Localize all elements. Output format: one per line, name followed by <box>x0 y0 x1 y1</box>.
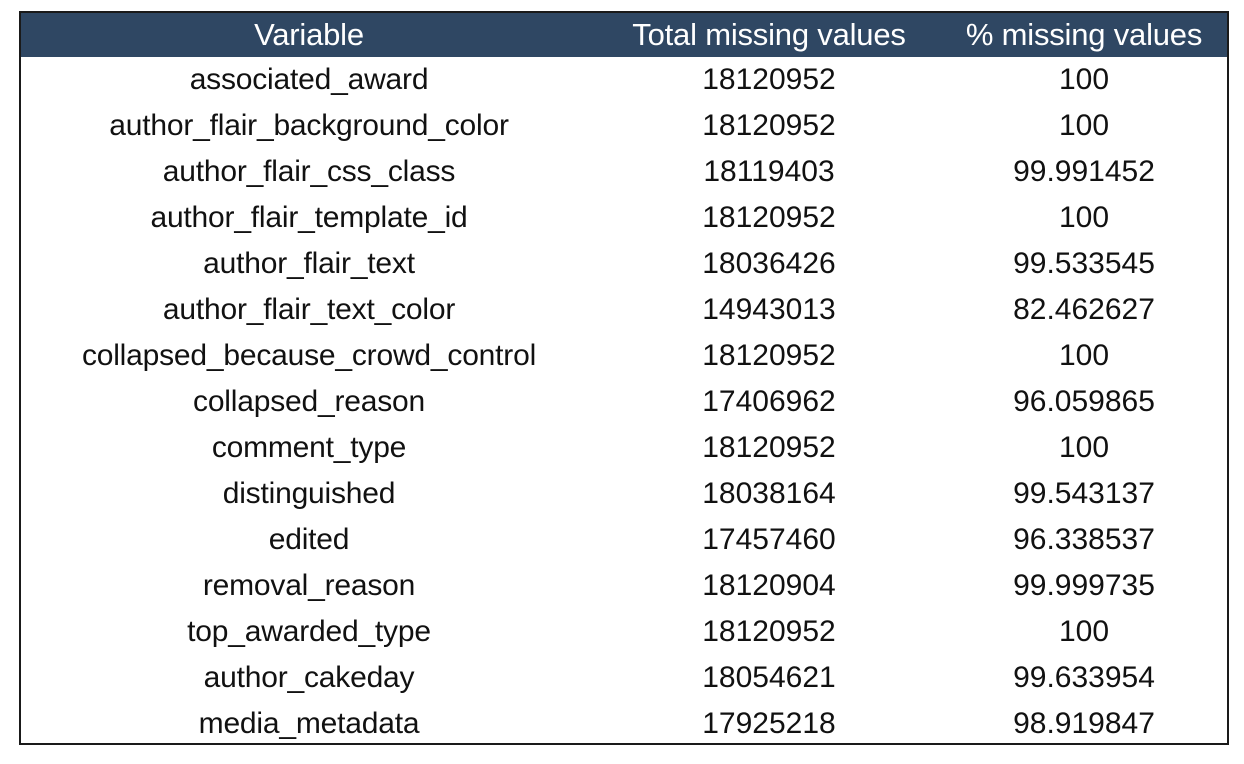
cell-pct-missing: 99.633954 <box>1013 661 1155 694</box>
cell-total-missing: 18119403 <box>703 155 835 188</box>
table-row: top_awarded_type 18120952 100 <box>21 609 1227 655</box>
cell-total-missing: 17457460 <box>702 523 836 556</box>
missing-values-table: Variable Total missing values % missing … <box>19 11 1229 745</box>
cell-pct-missing: 96.338537 <box>1013 523 1155 556</box>
cell-pct-missing: 82.462627 <box>1013 293 1155 326</box>
cell-total-missing: 18054621 <box>702 661 836 694</box>
cell-variable: author_flair_css_class <box>162 155 456 188</box>
cell-total-missing: 18120952 <box>702 109 836 142</box>
table-row: author_flair_text 18036426 99.533545 <box>21 241 1227 287</box>
table-row: author_cakeday 18054621 99.633954 <box>21 655 1227 701</box>
cell-variable: media_metadata <box>198 707 420 740</box>
cell-total-missing: 18120904 <box>702 569 836 602</box>
cell-total-missing: 18036426 <box>702 247 836 280</box>
cell-total-missing: 14943013 <box>702 293 836 326</box>
table-row: distinguished 18038164 99.543137 <box>21 471 1227 517</box>
cell-pct-missing: 99.533545 <box>1013 247 1155 280</box>
cell-variable: author_flair_text <box>203 247 415 280</box>
cell-pct-missing: 100 <box>1058 339 1110 372</box>
table-row: author_flair_background_color 18120952 1… <box>21 103 1227 149</box>
cell-variable: top_awarded_type <box>187 615 431 648</box>
cell-total-missing: 18038164 <box>702 477 836 510</box>
table-row: comment_type 18120952 100 <box>21 425 1227 471</box>
header-pct-missing: % missing values <box>965 17 1203 52</box>
table-row: collapsed_because_crowd_control 18120952… <box>21 333 1227 379</box>
cell-total-missing: 17406962 <box>702 385 836 418</box>
cell-pct-missing: 100 <box>1058 431 1110 464</box>
table-row: collapsed_reason 17406962 96.059865 <box>21 379 1227 425</box>
cell-variable: comment_type <box>211 431 407 464</box>
cell-pct-missing: 99.543137 <box>1013 477 1155 510</box>
cell-variable: author_flair_background_color <box>109 109 509 142</box>
cell-pct-missing: 100 <box>1058 63 1110 96</box>
cell-pct-missing: 100 <box>1058 109 1110 142</box>
cell-total-missing: 18120952 <box>702 339 836 372</box>
header-total-missing: Total missing values <box>632 17 906 52</box>
cell-variable: author_flair_text_color <box>162 293 456 326</box>
cell-total-missing: 18120952 <box>702 63 836 96</box>
cell-pct-missing: 96.059865 <box>1013 385 1155 418</box>
cell-variable: edited <box>268 523 350 556</box>
cell-variable: collapsed_because_crowd_control <box>81 339 537 372</box>
cell-variable: distinguished <box>222 477 396 510</box>
header-variable: Variable <box>254 17 364 52</box>
table-row: author_flair_css_class 18119403 99.99145… <box>21 149 1227 195</box>
cell-total-missing: 17925218 <box>702 707 836 740</box>
table-row: author_flair_text_color 14943013 82.4626… <box>21 287 1227 333</box>
cell-variable: associated_award <box>189 63 429 96</box>
cell-total-missing: 18120952 <box>702 201 836 234</box>
table-row: removal_reason 18120904 99.999735 <box>21 563 1227 609</box>
cell-pct-missing: 100 <box>1058 201 1110 234</box>
cell-variable: author_cakeday <box>203 661 415 694</box>
cell-variable: collapsed_reason <box>193 385 425 418</box>
table-row: author_flair_template_id 18120952 100 <box>21 195 1227 241</box>
cell-pct-missing: 99.991452 <box>1013 155 1155 188</box>
table-row: associated_award 18120952 100 <box>21 57 1227 103</box>
cell-variable: author_flair_template_id <box>150 201 468 234</box>
table-header-row: Variable Total missing values % missing … <box>21 13 1227 57</box>
cell-pct-missing: 99.999735 <box>1013 569 1155 602</box>
cell-pct-missing: 100 <box>1058 615 1110 648</box>
table-row: edited 17457460 96.338537 <box>21 517 1227 563</box>
table-row: media_metadata 17925218 98.919847 <box>21 701 1227 747</box>
cell-total-missing: 18120952 <box>702 615 836 648</box>
cell-variable: removal_reason <box>202 569 416 602</box>
cell-pct-missing: 98.919847 <box>1013 707 1155 740</box>
cell-total-missing: 18120952 <box>702 431 836 464</box>
